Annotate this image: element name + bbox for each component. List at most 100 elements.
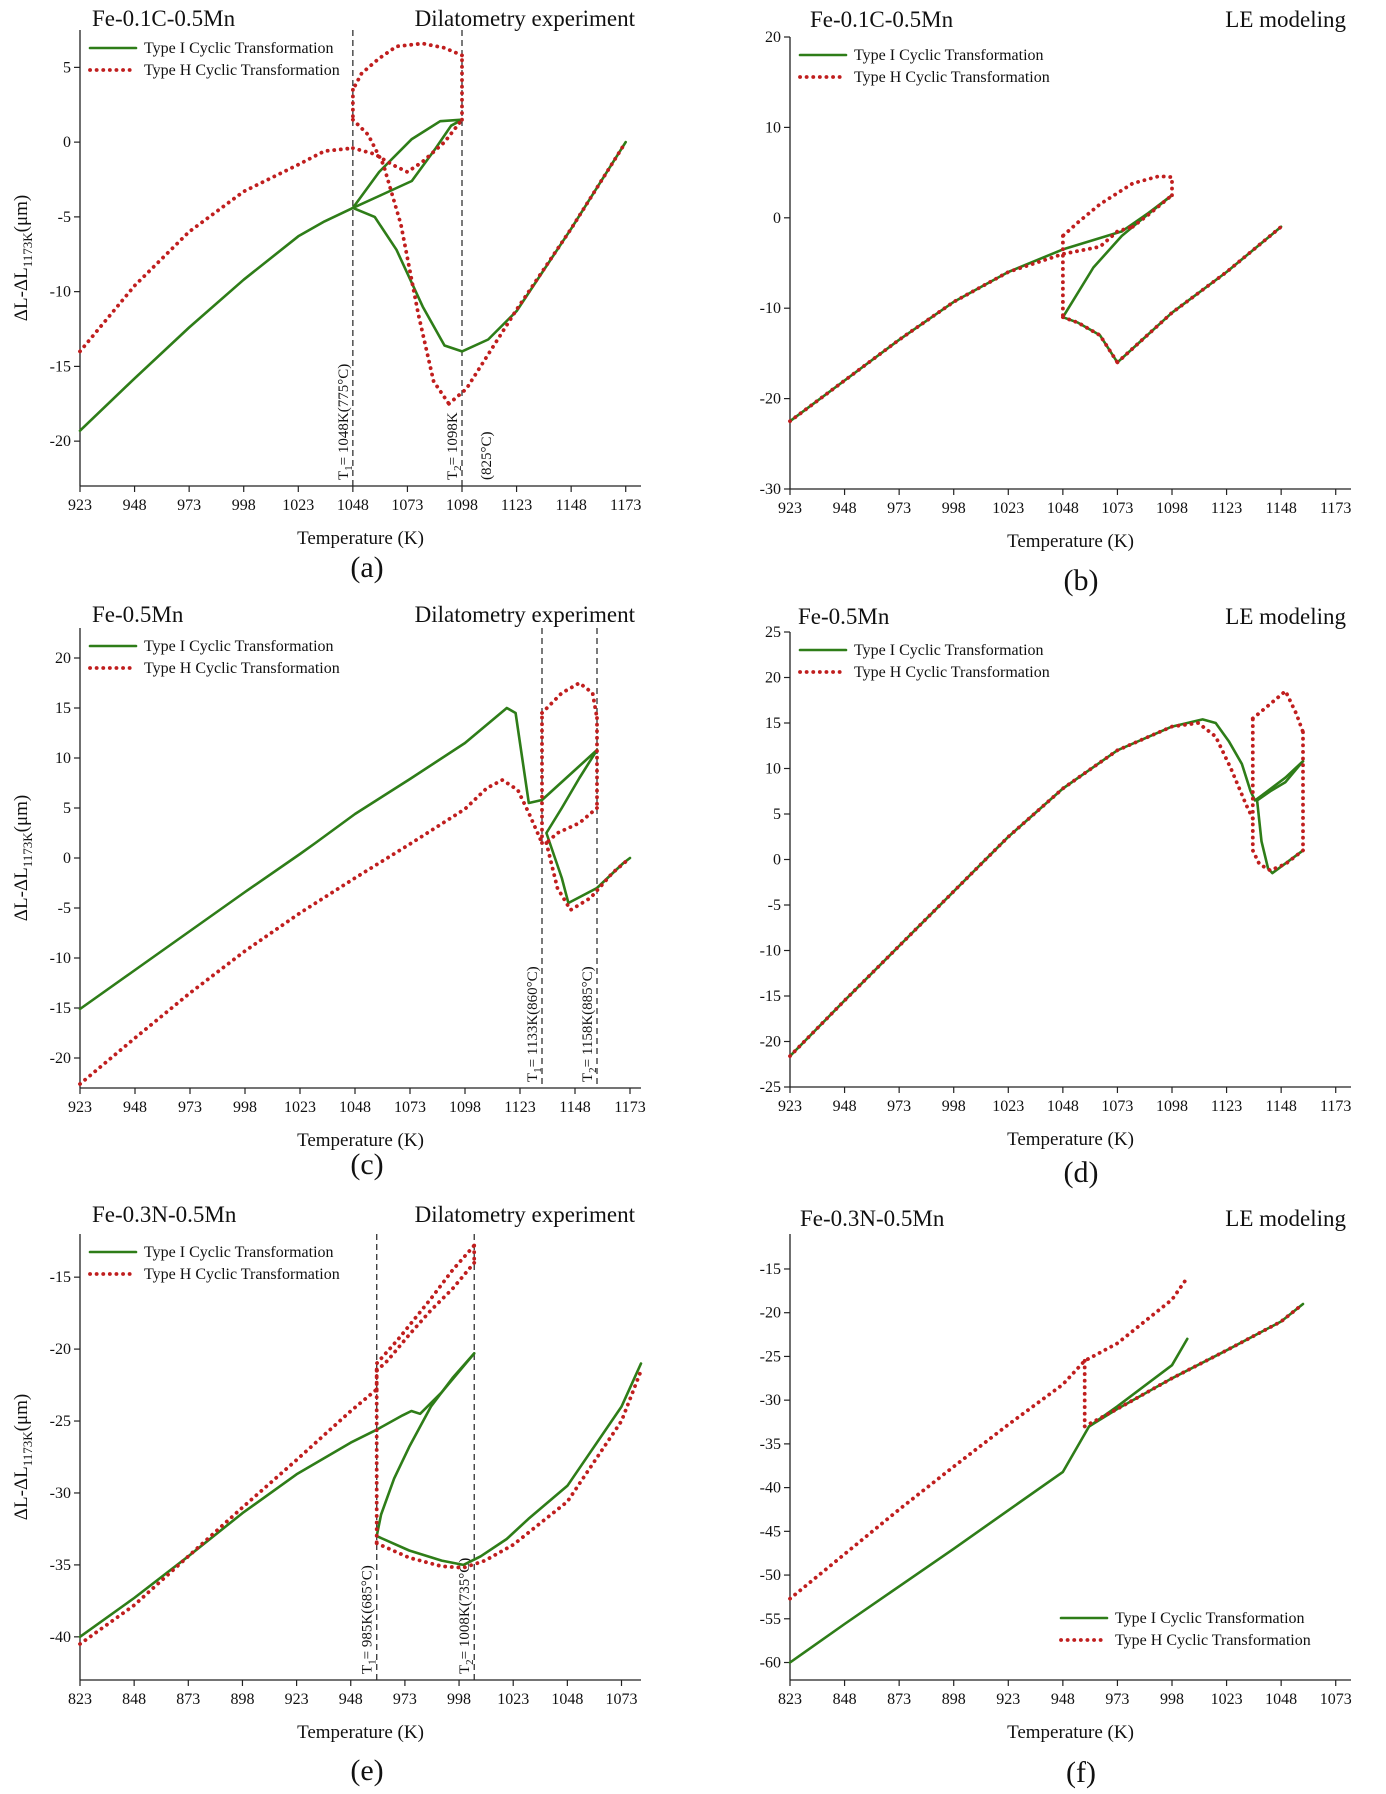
ann-sub: 1 <box>367 1659 379 1665</box>
y-tick-label: 0 <box>773 852 781 869</box>
chart-title-right: LE modeling <box>1225 7 1346 32</box>
legend-label-type_i: Type I Cyclic Transformation <box>144 1244 334 1261</box>
x-tick-label: 948 <box>833 1098 857 1115</box>
y-tick-label: 10 <box>55 750 71 767</box>
x-tick-label: 1048 <box>1047 1098 1079 1115</box>
legend-label-type_h: Type H Cyclic Transformation <box>854 664 1050 681</box>
y-tick-label: 5 <box>773 806 781 823</box>
x-tick-label: 1098 <box>1156 500 1188 517</box>
x-tick-label: 948 <box>833 500 857 517</box>
series-line <box>375 1352 476 1538</box>
y-tick-label: -5 <box>768 897 781 914</box>
series-line <box>544 806 599 845</box>
series-type-i <box>78 1352 643 1639</box>
legend-label-type_i: Type I Cyclic Transformation <box>144 40 334 57</box>
y-axis-label-main: ΔL-ΔL <box>11 267 32 321</box>
series-type-h <box>788 1275 1305 1601</box>
series-type-i <box>788 718 1305 1058</box>
y-tick-label: -10 <box>760 300 781 317</box>
x-tick-label: 973 <box>177 497 201 514</box>
y-tick-label: -30 <box>50 1485 71 1502</box>
legend: Type I Cyclic Transformation Type H Cycli… <box>88 40 340 79</box>
x-tick-label: 923 <box>996 1691 1020 1708</box>
series-line <box>351 117 464 174</box>
legend: Type I Cyclic Transformation Type H Cycli… <box>798 47 1050 86</box>
y-tick-label: -60 <box>760 1655 781 1672</box>
x-tick-label: 873 <box>887 1691 911 1708</box>
series-line <box>374 1368 643 1570</box>
series-line <box>374 1243 477 1392</box>
y-tick-label: 20 <box>765 670 781 687</box>
series-line <box>545 748 632 905</box>
series-line <box>1061 315 1120 365</box>
y-tick-label: 5 <box>63 59 71 76</box>
y-axis-label-unit: (μm) <box>11 795 32 833</box>
x-tick-label: 948 <box>123 1099 147 1116</box>
x-tick-label: 1148 <box>555 497 586 514</box>
ann-t: T <box>336 471 352 480</box>
ann-rest: = 1008K(735°C) <box>457 1558 473 1660</box>
panel-label: (f) <box>1066 1756 1096 1789</box>
panel-label: (e) <box>350 1754 383 1787</box>
x-tick-label: 1098 <box>1156 1098 1188 1115</box>
y-tick-label: -50 <box>760 1567 781 1584</box>
x-axis-label: Temperature (K) <box>1007 531 1134 552</box>
y-tick-label: -20 <box>50 1050 71 1067</box>
series-line <box>544 841 632 912</box>
x-tick-label: 1073 <box>391 497 423 514</box>
x-tick-label: 1023 <box>284 1099 316 1116</box>
y-tick-label: 10 <box>765 761 781 778</box>
ann-t: T <box>457 1665 473 1674</box>
reference-line-label: T1= 1048K(775°C) <box>336 364 355 480</box>
x-tick-label: 973 <box>393 1691 417 1708</box>
chart-a: 923 948 973 998 1023 1048 1073 1098 1123 1148 1173… <box>11 6 641 584</box>
ann-sub: 1 <box>532 1067 544 1073</box>
x-tick-label: 923 <box>68 1099 92 1116</box>
x-tick-label: 998 <box>942 500 966 517</box>
ann-t: T <box>525 1073 541 1082</box>
y-axis-label-main: ΔL-ΔL <box>11 1466 32 1520</box>
series-line <box>447 140 628 406</box>
series-line <box>351 118 464 210</box>
ann-t: T <box>360 1665 376 1674</box>
series-line <box>788 721 1255 1058</box>
ann-rest: = 1098K <box>445 412 461 465</box>
series-line <box>788 1275 1190 1601</box>
x-tick-label: 923 <box>68 497 92 514</box>
ann-sub: 2 <box>452 465 464 471</box>
x-tick-label: 1123 <box>504 1099 535 1116</box>
y-tick-label: 10 <box>765 119 781 136</box>
legend-label-type_h: Type H Cyclic Transformation <box>854 69 1050 86</box>
x-tick-label: 923 <box>778 500 802 517</box>
ann-rest: = 1048K(775°C) <box>336 364 352 466</box>
x-tick-label: 848 <box>122 1691 146 1708</box>
chart-b: 923 948 973 998 1023 1048 1073 1098 1123 1148 1173… <box>760 7 1352 597</box>
x-axis-label: Temperature (K) <box>1007 1722 1134 1743</box>
legend: Type I Cyclic Transformation Type H Cycli… <box>88 1244 340 1283</box>
reference-line-label: T1= 1133K(860°C) <box>525 966 544 1082</box>
series-type-h <box>788 689 1305 1058</box>
series-line <box>78 146 355 354</box>
y-axis-label: ΔL-ΔL1173K(μm) <box>11 195 35 322</box>
y-tick-label: -40 <box>50 1629 71 1646</box>
y-tick-label: -20 <box>50 433 71 450</box>
y-tick-label: -5 <box>58 209 71 226</box>
y-axis-label-unit: (μm) <box>11 1394 32 1432</box>
y-tick-label: -20 <box>760 1305 781 1322</box>
chart-title-right: Dilatometry experiment <box>415 6 636 31</box>
x-tick-label: 1123 <box>501 497 532 514</box>
x-tick-label: 948 <box>1051 1691 1075 1708</box>
y-tick-label: -55 <box>760 1611 781 1628</box>
legend-label-type_h: Type H Cyclic Transformation <box>144 1266 340 1283</box>
y-tick-label: 5 <box>63 800 71 817</box>
series-line <box>1115 224 1283 365</box>
x-tick-label: 1073 <box>1101 500 1133 517</box>
x-tick-label: 973 <box>887 500 911 517</box>
x-tick-label: 1148 <box>559 1099 590 1116</box>
series-type-h <box>78 681 632 1086</box>
x-tick-label: 1048 <box>1047 500 1079 517</box>
x-tick-label: 1048 <box>337 497 369 514</box>
series-line <box>788 718 1265 1058</box>
series-line <box>1130 193 1174 229</box>
